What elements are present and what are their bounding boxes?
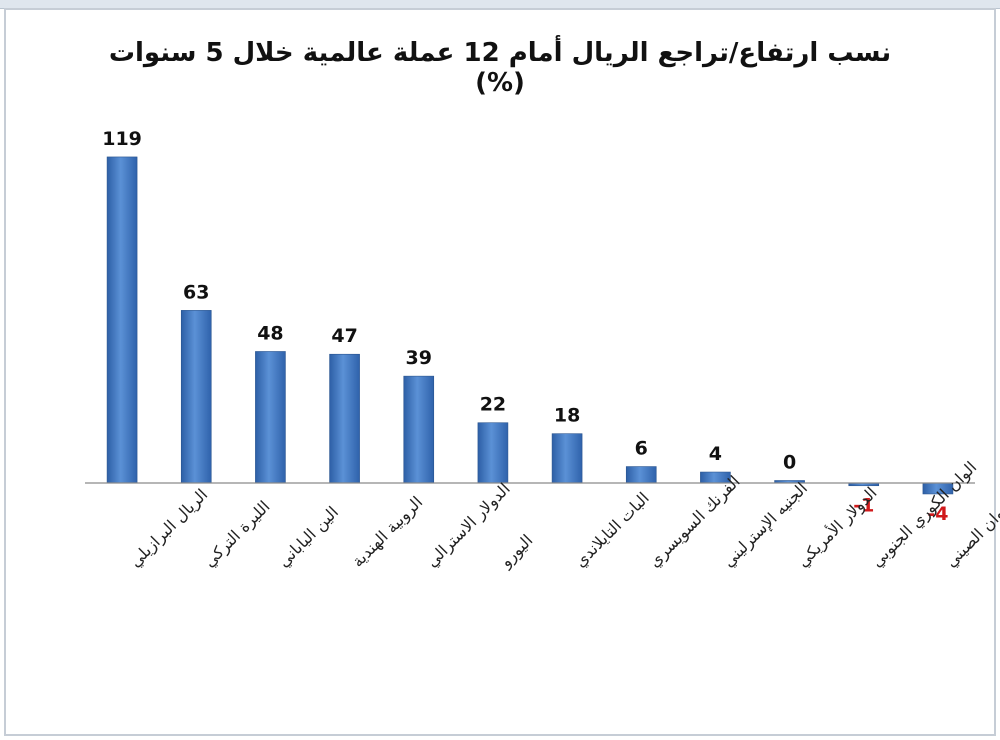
data-label-6: 22 [480, 394, 506, 416]
chart-border [4, 8, 996, 736]
bar-7 [551, 433, 583, 484]
bar-4 [329, 353, 360, 484]
data-label-7: 18 [554, 405, 580, 427]
bar-1 [106, 156, 138, 484]
category-label-7: البات التايلاندي [570, 488, 653, 571]
data-label-1: 119 [102, 128, 142, 150]
bar-3 [255, 351, 286, 484]
category-label-4: الروبية الهندية [348, 492, 427, 571]
category-label-6: اليورو [496, 531, 538, 573]
data-label-3: 48 [257, 322, 283, 344]
data-label-8: 6 [635, 438, 648, 460]
bar-5 [403, 375, 435, 484]
bar-8 [625, 466, 657, 484]
category-label-2: الليرة التركي [200, 497, 275, 572]
data-label-9: 4 [709, 443, 722, 465]
data-labels-group: 119 63 48 47 39 22 18 6 4 0 -1 -4 [102, 128, 948, 525]
chart-title: نسب ارتفاع/تراجع الريال أمام 12 عملة عال… [108, 38, 892, 98]
bar-2 [180, 310, 212, 484]
bars-group [106, 156, 954, 495]
category-label-3: الين الياباني [274, 503, 343, 572]
category-label-12: اليوان الصيني [941, 494, 1000, 572]
bar-6 [477, 422, 509, 484]
data-label-12: -4 [927, 503, 948, 525]
data-label-10: 0 [783, 452, 796, 474]
data-label-11: -1 [853, 495, 874, 517]
data-label-2: 63 [183, 281, 209, 303]
category-label-1: الريال البرازيلي [125, 485, 212, 572]
data-label-5: 39 [406, 347, 432, 369]
data-label-4: 47 [331, 325, 357, 347]
